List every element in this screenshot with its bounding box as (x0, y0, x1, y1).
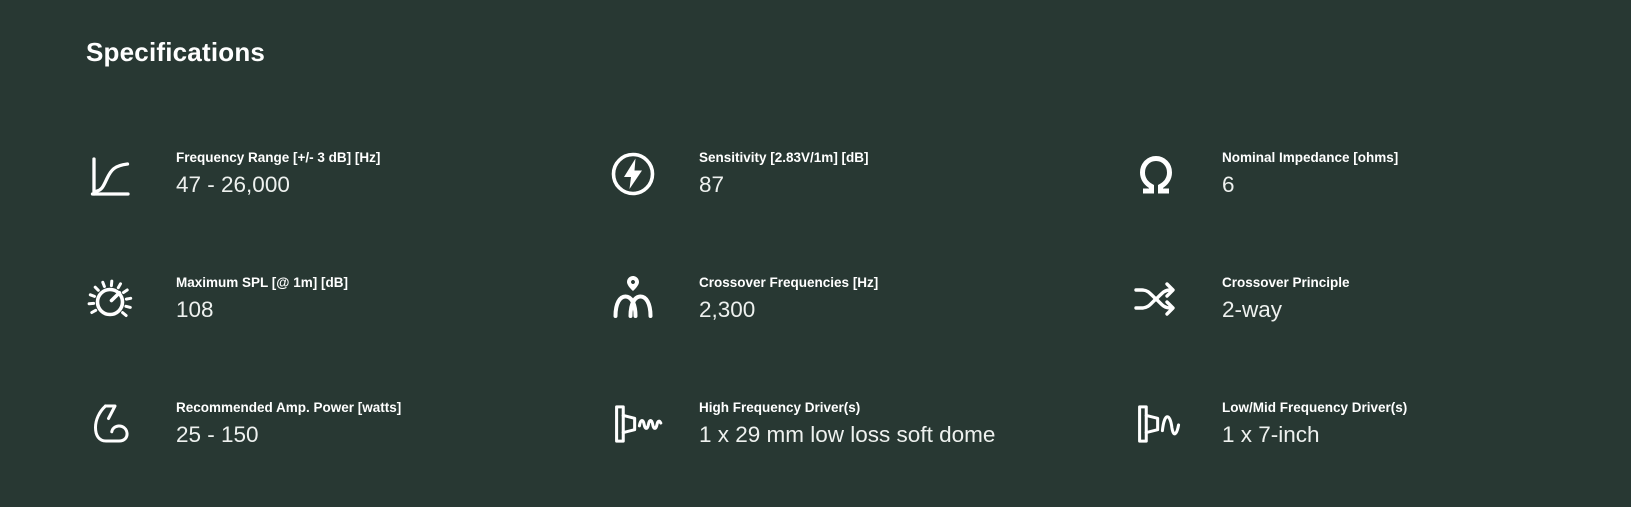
lightning-circle-icon (611, 153, 655, 196)
spec-item: Maximum SPL [@ 1m] [dB] 108 (86, 237, 609, 362)
spec-value: 1 x 7-inch (1222, 422, 1320, 448)
spec-item: High Frequency Driver(s) 1 x 29 mm low l… (609, 362, 1132, 487)
spec-text: Low/Mid Frequency Driver(s) 1 x 7-inch (1222, 399, 1407, 449)
spec-text: Maximum SPL [@ 1m] [dB] 108 (176, 274, 348, 324)
spec-text: Frequency Range [+/- 3 dB] [Hz] 47 - 26,… (176, 149, 380, 199)
specs-grid: Frequency Range [+/- 3 dB] [Hz] 47 - 26,… (86, 112, 1591, 487)
spec-item: Low/Mid Frequency Driver(s) 1 x 7-inch (1132, 362, 1631, 487)
spec-value: 25 - 150 (176, 422, 259, 448)
speaker-lowfreq-wave-icon (1138, 405, 1181, 444)
spec-label: Maximum SPL [@ 1m] [dB] (176, 275, 348, 291)
spec-item: Crossover Frequencies [Hz] 2,300 (609, 237, 1132, 362)
spec-label: Crossover Frequencies [Hz] (699, 275, 879, 291)
omega-icon (1139, 156, 1173, 194)
spec-value: 108 (176, 297, 214, 323)
spec-value: 47 - 26,000 (176, 172, 290, 198)
speaker-highfreq-wave-icon (615, 405, 663, 444)
spec-value: 1 x 29 mm low loss soft dome (699, 422, 996, 448)
spec-label: Frequency Range [+/- 3 dB] [Hz] (176, 150, 381, 166)
spec-icon-box (1132, 150, 1222, 198)
spec-label: Crossover Principle (1222, 275, 1350, 291)
muscle-arm-icon (94, 404, 129, 443)
spec-item: Nominal Impedance [ohms] 6 (1132, 112, 1631, 237)
volume-knob-icon (87, 279, 133, 318)
spec-text: High Frequency Driver(s) 1 x 29 mm low l… (699, 399, 995, 449)
spec-value: 87 (699, 172, 725, 198)
spec-item: Crossover Principle 2-way (1132, 237, 1631, 362)
spec-icon-box (609, 400, 699, 448)
spec-text: Sensitivity [2.83V/1m] [dB] 87 (699, 149, 869, 199)
spec-text: Crossover Principle 2-way (1222, 274, 1350, 324)
spec-value: 2-way (1222, 297, 1283, 323)
spec-label: Recommended Amp. Power [watts] (176, 400, 402, 416)
spec-icon-box (1132, 400, 1222, 448)
spec-label: Sensitivity [2.83V/1m] [dB] (699, 150, 869, 166)
spec-item: Sensitivity [2.83V/1m] [dB] 87 (609, 112, 1132, 237)
spec-item: Recommended Amp. Power [watts] 25 - 150 (86, 362, 609, 487)
spec-text: Recommended Amp. Power [watts] 25 - 150 (176, 399, 401, 449)
spec-value: 6 (1222, 172, 1235, 198)
spec-value: 2,300 (699, 297, 756, 323)
spec-icon-box (1132, 275, 1222, 323)
spec-icon-box (609, 275, 699, 323)
spec-text: Crossover Frequencies [Hz] 2,300 (699, 274, 878, 324)
spec-label: Nominal Impedance [ohms] (1222, 150, 1399, 166)
spec-label: High Frequency Driver(s) (699, 400, 861, 416)
crossover-pin-icon (613, 276, 653, 319)
spec-icon-box (86, 275, 176, 323)
spec-label: Low/Mid Frequency Driver(s) (1222, 400, 1408, 416)
spec-icon-box (609, 150, 699, 198)
shuffle-arrows-icon (1134, 282, 1175, 317)
spec-icon-box (86, 150, 176, 198)
frequency-curve-icon (90, 157, 130, 197)
spec-text: Nominal Impedance [ohms] 6 (1222, 149, 1398, 199)
spec-item: Frequency Range [+/- 3 dB] [Hz] 47 - 26,… (86, 112, 609, 237)
spec-icon-box (86, 400, 176, 448)
page-title: Specifications (86, 37, 266, 67)
